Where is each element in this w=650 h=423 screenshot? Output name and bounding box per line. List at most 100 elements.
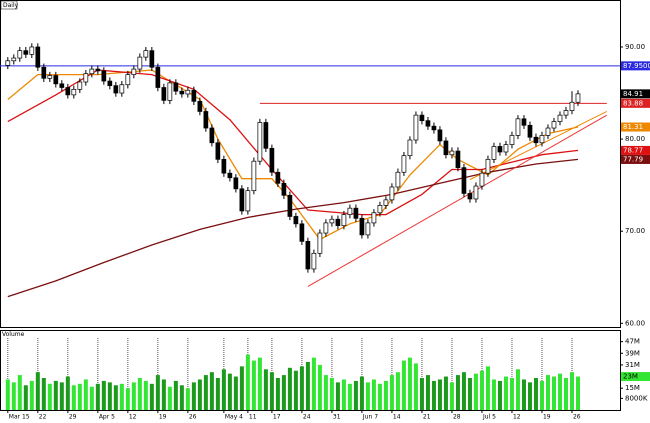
candle-body — [179, 90, 185, 95]
x-tick-label: 22 — [39, 414, 47, 421]
candle-body — [11, 57, 17, 62]
volume-bar — [371, 379, 376, 410]
close-tag-box — [621, 89, 650, 99]
candle-body — [191, 89, 197, 102]
volume-bar — [107, 382, 112, 410]
volume-bar — [53, 380, 58, 410]
volume-bar — [461, 372, 466, 410]
volume-bar — [179, 385, 184, 410]
candle-body — [491, 146, 497, 160]
candle-body — [515, 118, 521, 136]
volume-bar — [251, 360, 256, 410]
volume-bar — [47, 383, 52, 410]
volume-bar — [101, 380, 106, 410]
volume-bar — [353, 380, 358, 410]
candle-body — [401, 155, 407, 173]
candle-body — [41, 66, 47, 79]
volume-bar — [491, 379, 496, 410]
volume-tag: 23M — [623, 373, 638, 381]
volume-tick-label: 47M — [625, 338, 640, 346]
volume-bar — [35, 372, 40, 410]
candle-body — [275, 171, 281, 184]
volume-bar — [473, 373, 478, 410]
x-tick-label: 14 — [393, 414, 401, 421]
x-tick-label: Apr 5 — [99, 414, 115, 421]
volume-bar — [89, 386, 94, 410]
volume-bar — [509, 378, 514, 410]
close-tag: 84.91 — [623, 90, 643, 98]
candle-body — [53, 75, 59, 85]
x-tick-label: 11 — [249, 414, 257, 421]
volume-bar — [497, 380, 502, 410]
candle-body — [485, 159, 491, 174]
volume-bar — [215, 378, 220, 410]
volume-bar — [359, 376, 364, 410]
candle-body — [257, 122, 263, 162]
volume-tick-label: 39M — [625, 349, 640, 357]
ma-tag-box — [621, 122, 650, 132]
volume-bar — [11, 382, 16, 410]
candle-body — [233, 177, 239, 190]
volume-bar — [119, 383, 124, 410]
volume-bar — [431, 380, 436, 410]
volume-bar — [575, 376, 580, 410]
candle-body — [23, 50, 29, 55]
candle-body — [377, 205, 383, 214]
x-tick-label: Jun 7 — [362, 414, 378, 421]
candle-body — [35, 46, 41, 68]
volume-panel — [0, 330, 621, 411]
volume-bar — [383, 380, 388, 410]
volume-bar — [347, 383, 352, 410]
candle-body — [161, 87, 167, 101]
volume-tick-label: 31M — [625, 361, 640, 369]
candle-body — [473, 185, 479, 200]
volume-bar — [563, 378, 568, 410]
candle-body — [461, 167, 467, 194]
volume-bar — [479, 370, 484, 410]
volume-bar — [281, 375, 286, 410]
candle-body — [329, 218, 335, 224]
volume-bar — [71, 385, 76, 410]
candle-body — [527, 124, 533, 138]
candle-body — [521, 118, 527, 126]
candle-body — [221, 159, 227, 174]
candle-body — [89, 68, 95, 75]
volume-bar — [263, 369, 268, 410]
volume-bar — [137, 378, 142, 410]
volume-bar — [95, 383, 100, 410]
ma-tag-box — [621, 145, 650, 155]
candle-body — [287, 194, 293, 217]
volume-bar — [293, 370, 298, 410]
volume-bar — [539, 380, 544, 410]
volume-bar — [455, 375, 460, 410]
volume-bar — [365, 382, 370, 410]
x-tick-label: 28 — [453, 414, 461, 421]
candle-body — [347, 207, 353, 215]
candle-body — [575, 93, 581, 103]
candle-body — [251, 160, 257, 192]
candle-body — [137, 56, 143, 70]
volume-bar — [77, 383, 82, 410]
volume-bar — [173, 380, 178, 410]
candle-body — [119, 84, 125, 94]
volume-bar — [557, 373, 562, 410]
candle-body — [539, 135, 545, 144]
level-tag: 87.9500 — [623, 62, 650, 70]
candle-body — [455, 150, 461, 168]
level-tag-box — [621, 61, 650, 71]
candle-body — [563, 110, 569, 116]
volume-bar — [443, 376, 448, 410]
candle-body — [335, 218, 341, 227]
volume-bar — [515, 369, 520, 410]
volume-bar — [197, 379, 202, 410]
candle-body — [323, 222, 329, 234]
volume-bar — [551, 376, 556, 410]
ma-tag: 81.31 — [623, 123, 643, 131]
volume-bar — [485, 366, 490, 410]
ma-tag-box — [621, 154, 650, 164]
x-tick-label: Jul 5 — [482, 414, 496, 421]
volume-bar — [305, 362, 310, 410]
candle-body — [77, 81, 83, 90]
x-tick-label: 19 — [543, 414, 551, 421]
